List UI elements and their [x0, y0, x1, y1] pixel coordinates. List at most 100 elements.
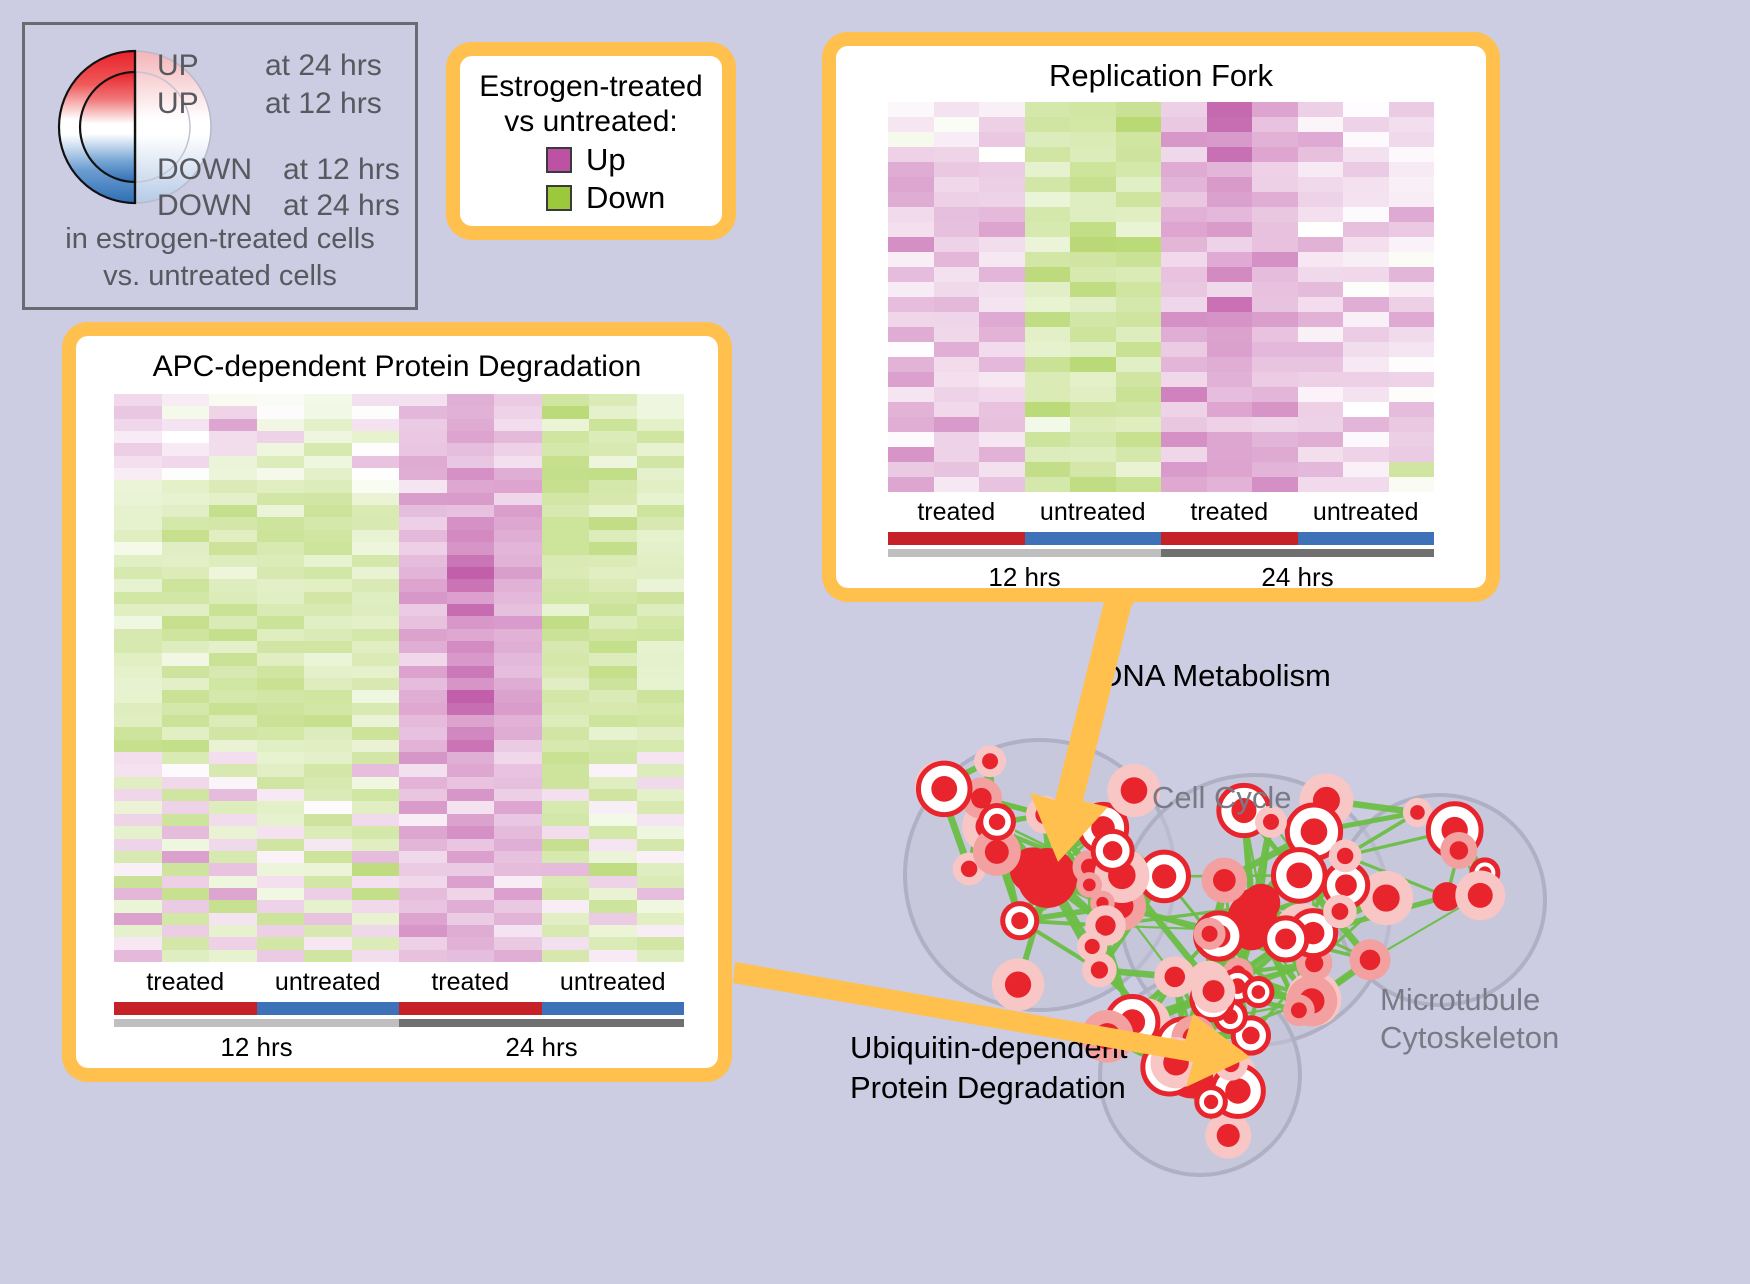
heatmap-cell [114, 839, 162, 851]
heatmap-cell [494, 604, 542, 616]
network-node[interactable] [1450, 841, 1468, 859]
heatmap-cell [589, 629, 637, 641]
network-node[interactable] [1225, 1078, 1250, 1103]
network-node[interactable] [1410, 805, 1425, 820]
heatmap-cell [1070, 477, 1116, 492]
heatmap-cell [209, 542, 257, 554]
heatmap-cell [352, 592, 400, 604]
network-node[interactable] [1165, 967, 1186, 988]
heatmap-cell [888, 387, 934, 402]
network-node[interactable] [1152, 864, 1176, 888]
network-node[interactable] [1163, 1050, 1189, 1076]
network-node[interactable] [1337, 848, 1353, 864]
heatmap-cell [1389, 282, 1435, 297]
heatmap-cell [542, 419, 590, 431]
network-node[interactable] [1332, 903, 1349, 920]
network-node[interactable] [1005, 972, 1031, 998]
network-node[interactable] [1121, 777, 1148, 804]
network-node[interactable] [1103, 841, 1122, 860]
heatmap-cell [352, 937, 400, 949]
heatmap-cell [399, 789, 447, 801]
heatmap-cell [447, 542, 495, 554]
network-node[interactable] [1252, 985, 1266, 999]
network-node[interactable] [1011, 912, 1028, 929]
heatmap-cell [979, 192, 1025, 207]
heatmap-cell [1298, 477, 1344, 492]
heatmap-cell [257, 505, 305, 517]
heatmap-cell [399, 542, 447, 554]
heatmap-cell [114, 456, 162, 468]
network-node[interactable] [1204, 1095, 1218, 1109]
heatmap-cell [257, 752, 305, 764]
heatmap-cell [399, 653, 447, 665]
network-node[interactable] [1217, 1124, 1240, 1147]
group-label: treated [399, 968, 542, 997]
group-color-bar [888, 532, 1025, 545]
heatmap-cell [637, 431, 685, 443]
network-node[interactable] [1286, 862, 1312, 888]
network-node[interactable] [931, 776, 957, 802]
heatmap-cell [888, 237, 934, 252]
key-footer: in estrogen-treated cells vs. untreated … [25, 221, 415, 295]
network-node[interactable] [1026, 850, 1075, 899]
heatmap-cell [209, 530, 257, 542]
heatmap-cell [494, 801, 542, 813]
network-node[interactable] [1301, 818, 1328, 845]
network-node[interactable] [1468, 883, 1493, 908]
heatmap-cell [114, 567, 162, 579]
network-node[interactable] [985, 840, 1009, 864]
network-node[interactable] [1203, 980, 1225, 1002]
heatmap-cell [399, 517, 447, 529]
network-node[interactable] [1275, 928, 1296, 949]
heatmap-cell [589, 493, 637, 505]
network-node[interactable] [1213, 869, 1236, 892]
heatmap-cell [1252, 132, 1298, 147]
heatmap-cell [888, 192, 934, 207]
heatmap-cell [934, 357, 980, 372]
network-node[interactable] [1222, 1055, 1239, 1072]
network-node[interactable] [1291, 1002, 1307, 1018]
network-node[interactable] [1085, 939, 1100, 954]
heatmap-cell [1298, 177, 1344, 192]
heatmap-cell [1207, 192, 1253, 207]
group-color-bar [542, 1002, 685, 1015]
heatmap-cell [447, 567, 495, 579]
network-node[interactable] [961, 861, 977, 877]
heatmap-cell [494, 888, 542, 900]
heatmap-cell [1207, 207, 1253, 222]
heatmap-cell [114, 616, 162, 628]
heatmap-cell [542, 789, 590, 801]
heatmap-cell [257, 876, 305, 888]
heatmap-cell [1389, 357, 1435, 372]
network-node[interactable] [1091, 961, 1108, 978]
heatmap-cell [637, 777, 685, 789]
heatmap-cell [1298, 447, 1344, 462]
heatmap-cell [1161, 222, 1207, 237]
heatmap-cell [162, 740, 210, 752]
network-node[interactable] [1202, 926, 1218, 942]
apc-heatmap [114, 394, 684, 962]
replication-fork-title: Replication Fork [836, 46, 1486, 98]
heatmap-cell [1252, 177, 1298, 192]
heatmap-cell [209, 740, 257, 752]
network-node[interactable] [1083, 878, 1096, 891]
network-node[interactable] [1242, 1027, 1260, 1045]
network-node[interactable] [1373, 884, 1400, 911]
network-node[interactable] [982, 753, 998, 769]
heatmap-cell [399, 814, 447, 826]
heatmap-cell [257, 641, 305, 653]
heatmap-cell [304, 653, 352, 665]
heatmap-cell [257, 555, 305, 567]
network-cluster-label: Microtubule [1380, 982, 1540, 1019]
heatmap-cell [114, 493, 162, 505]
heatmap-cell [979, 267, 1025, 282]
network-node[interactable] [1335, 874, 1357, 896]
network-node[interactable] [1095, 915, 1115, 935]
network-node[interactable] [1360, 950, 1381, 971]
heatmap-cell [1252, 162, 1298, 177]
heatmap-cell [1343, 102, 1389, 117]
network-node[interactable] [989, 814, 1005, 830]
network-node[interactable] [1035, 805, 1054, 824]
